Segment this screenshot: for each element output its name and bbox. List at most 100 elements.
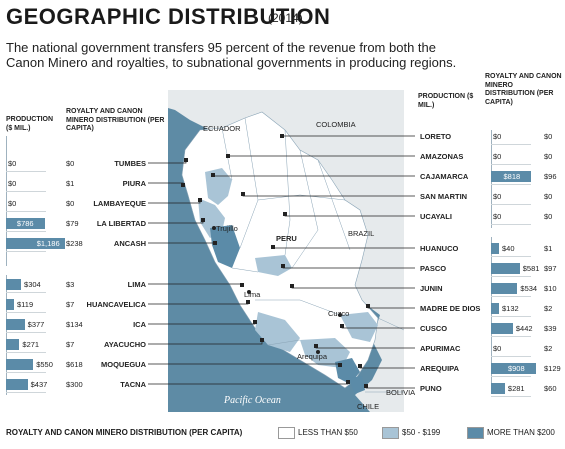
legend-title: ROYALTY AND CANON MINERO DISTRIBUTION (P… [6,428,243,437]
right-production-value: $0 [493,192,502,201]
right-production-value: $908 [507,364,525,373]
left-row-divider [6,171,46,172]
right-production-bar [491,171,532,182]
right-region-marker [314,344,318,348]
right-production-bar [491,383,505,394]
right-distribution-value: $96 [544,172,557,181]
left-distribution-value: $79 [66,219,79,228]
right-production-bar [491,303,499,314]
right-region-name: CAJAMARCA [420,172,469,181]
legend-label-mid: $50 - $199 [402,428,441,437]
right-region-marker [211,173,215,177]
left-region-name: LIMA [127,280,146,289]
right-distribution-value: $39 [544,324,557,333]
left-region-name: ICA [133,320,146,329]
right-region-marker [366,304,370,308]
left-distribution-value: $618 [66,360,83,369]
ocean-label: Pacific Ocean [224,395,281,406]
legend-swatch-high [467,427,484,439]
right-region-marker [226,154,230,158]
left-region-marker [338,363,342,367]
left-row-divider [6,211,46,212]
right-production-value: $534 [520,284,538,293]
left-production-bar [6,238,65,249]
left-production-header: PRODUCTION ($ MIL.) [6,116,54,132]
peru-label: PERU [276,234,297,243]
right-distribution-value: $0 [544,212,553,221]
left-production-value: $1,186 [36,239,60,248]
right-production-value: $132 [502,304,519,313]
right-region-name: CUSCO [420,324,448,333]
right-production-value: $581 [522,264,540,273]
right-region-name: PASCO [420,264,447,273]
right-region-marker [290,284,294,288]
left-region-name: ANCASH [113,239,146,248]
trujillo-label: Trujillo [216,224,238,233]
right-region-name: AMAZONAS [420,152,464,161]
right-distribution-header: ROYALTY AND CANON MINERO DISTRIBUTION (P… [485,73,562,106]
right-row-divider [491,276,531,277]
lima-label: Lima [244,290,261,299]
right-row-divider [491,184,531,185]
region-arequipa [300,338,350,368]
right-region-marker [358,364,362,368]
right-row-divider [491,164,531,165]
right-distribution-value: $1 [544,244,553,253]
region-ancash [210,225,240,268]
right-row-divider [491,376,531,377]
left-production-bar [6,379,28,390]
subtitle: The national government transfers 95 per… [6,40,457,70]
left-row-divider [6,372,46,373]
right-row-divider [491,396,531,397]
left-region-marker [184,158,188,162]
left-row-divider [6,251,46,252]
left-distribution-value: $300 [66,380,83,389]
left-region-marker [198,198,202,202]
left-row-divider [6,292,46,293]
legend-label-low: LESS THAN $50 [298,428,358,437]
left-production-value: $271 [22,340,40,349]
right-distribution-value: $60 [544,384,557,393]
right-production-value: $0 [493,152,502,161]
left-row-divider [6,312,46,313]
right-region-name: SAN MARTIN [420,192,468,201]
left-production-bar [6,299,14,310]
right-production-bar [491,243,499,254]
right-region-name: APURIMAC [420,344,461,353]
left-region-name: PIURA [122,179,146,188]
left-production-value: $377 [27,320,45,329]
chile-label: CHILE [357,402,380,411]
left-production-value: $304 [24,280,41,289]
left-row-divider [6,231,46,232]
right-region-marker [271,245,275,249]
right-region-name: JUNIN [420,284,443,293]
right-distribution-value: $2 [544,344,553,353]
left-distribution-value: $1 [66,179,75,188]
left-distribution-value: $0 [66,159,75,168]
left-region-marker [253,320,257,324]
year-label: (2014) [268,11,303,25]
right-production-value: $40 [502,244,515,253]
left-production-bar [6,359,34,370]
right-production-bar [491,283,518,294]
right-distribution-value: $0 [544,132,553,141]
right-production-header: PRODUCTION ($ MIL.) [418,93,474,109]
arequipa-label: Arequipa [297,352,328,361]
left-region-marker [201,218,205,222]
right-production-bar [491,363,536,374]
right-region-name: UCAYALI [420,212,452,221]
right-distribution-value: $129 [544,364,561,373]
left-region-marker [346,380,350,384]
left-production-value: $0 [8,159,17,168]
left-production-value: $786 [16,219,34,228]
region-cajamarca [205,168,232,205]
left-distribution-value: $3 [66,280,75,289]
left-distribution-value: $7 [66,340,75,349]
ecuador-label: ECUADOR [203,124,241,133]
right-region-name: LORETO [420,132,452,141]
right-production-bar [491,263,520,274]
left-production-bar [6,279,22,290]
right-distribution-value: $97 [544,264,557,273]
left-region-name: HUANCAVELICA [86,300,146,309]
